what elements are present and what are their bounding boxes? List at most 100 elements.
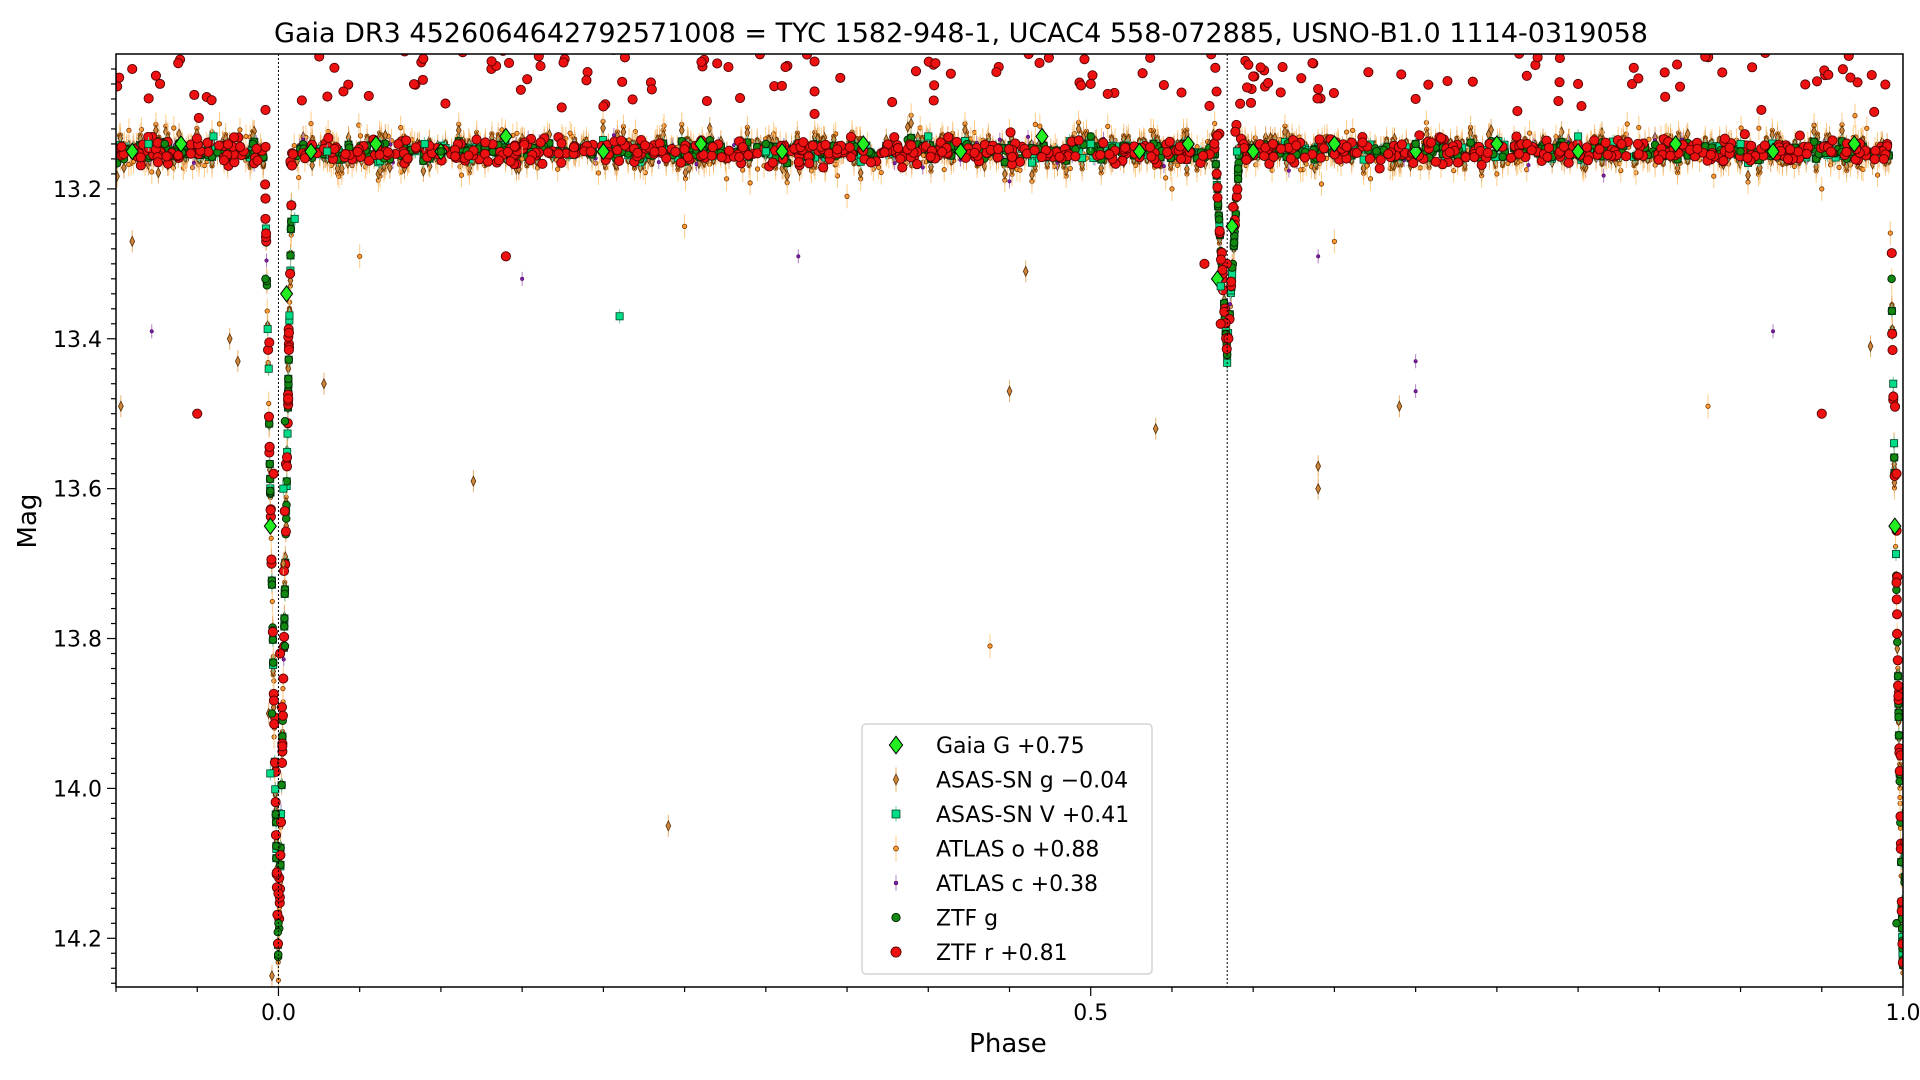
series-1-point-2	[226, 327, 233, 350]
legend-label-0: Gaia G +0.75	[936, 734, 1085, 759]
series-6-point-18	[1215, 318, 1226, 329]
y-tick-label-4: 14.0	[53, 777, 102, 802]
series-0-point-21	[1847, 135, 1861, 153]
x-axis: 0.0 0.5 1.0	[115, 987, 1920, 1026]
series-0-point-15	[1327, 135, 1342, 153]
series-4-point-6	[1413, 354, 1418, 369]
series-4-point-7	[1770, 324, 1776, 339]
series-3-point-9	[1705, 394, 1711, 419]
legend-marker-0	[888, 735, 904, 755]
series-2-point-15	[279, 481, 288, 496]
series-1-point-1	[129, 230, 136, 253]
x-tick-label-1: 0.5	[1073, 1001, 1108, 1026]
plot-data	[116, 54, 1903, 987]
x-axis-label: Phase	[969, 1029, 1047, 1059]
series-1-point-7	[1006, 380, 1013, 403]
series-4-point-5	[1413, 384, 1418, 399]
series-6-point-6	[809, 86, 820, 97]
series-5-point-7	[761, 139, 771, 149]
series-6-point-16	[283, 393, 294, 404]
series-6-point-12	[1816, 408, 1827, 419]
series-0-point-9	[856, 135, 870, 153]
series-6-point-8	[1085, 78, 1096, 90]
series-0-point-22	[263, 517, 277, 535]
series-0-point-25	[1225, 217, 1239, 236]
series-0-point-26	[1888, 517, 1902, 535]
series-1-point-11	[1315, 455, 1322, 478]
series-6-point-10	[1410, 93, 1421, 105]
series-1-point-10	[1315, 477, 1322, 500]
series-0-point-10	[954, 142, 968, 161]
series-6-point-17	[1199, 258, 1210, 269]
series-6-point-3	[500, 251, 511, 262]
series-0-point-17	[1490, 135, 1504, 153]
series-1-point-12	[1396, 395, 1403, 418]
series-0-point-0	[125, 142, 139, 161]
x-tick-label-0: 0.0	[261, 1001, 296, 1026]
series-2-point-2	[290, 211, 299, 226]
series-5-point-8	[1086, 132, 1095, 141]
series-3-point-0	[243, 124, 249, 149]
series-0-point-5	[499, 127, 513, 146]
series-5-point-2	[280, 641, 290, 651]
series-0-point-6	[596, 142, 610, 161]
series-2-point-11	[1574, 129, 1583, 144]
series-1-point-9	[1152, 417, 1159, 440]
series-6-point-7	[809, 108, 820, 120]
series-0-point-19	[1668, 135, 1683, 153]
series-0-point-20	[1766, 142, 1780, 161]
x-tick-label-2: 1.0	[1886, 1001, 1920, 1026]
y-tick-label-3: 13.8	[53, 628, 102, 653]
legend-box	[861, 723, 1153, 975]
series-0-point-23	[279, 284, 294, 303]
series-1-point-0	[118, 395, 124, 418]
series-5-point-11	[1892, 919, 1901, 928]
series-5-point-6	[436, 147, 446, 156]
series-3-point-4	[844, 184, 850, 209]
legend-marker-4	[893, 875, 899, 891]
series-3-point-10	[1819, 176, 1825, 201]
series-0-point-2	[304, 142, 318, 161]
series-6-point-11	[1573, 78, 1584, 90]
y-tick-label-0: 13.2	[53, 178, 102, 203]
series-5-point-12	[1887, 274, 1896, 284]
series-6-point-4	[598, 101, 609, 112]
legend-marker-5	[891, 912, 901, 923]
series-1-point-13	[1867, 335, 1874, 358]
y-tick-label-1: 13.4	[53, 328, 102, 353]
series-3-point-5	[987, 634, 993, 659]
legend-marker-1	[892, 767, 900, 792]
series-6-point-1	[192, 408, 203, 419]
series-3-point-6	[1169, 176, 1175, 201]
series-5-point-10	[1736, 147, 1745, 156]
series-2-point-4	[420, 136, 429, 151]
phase-reference-lines	[277, 54, 1228, 987]
series-5-point-5	[280, 416, 290, 426]
series-2-point-17	[1889, 376, 1898, 391]
chart-title: Gaia DR3 4526064642792571008 = TYC 1582-…	[274, 18, 1648, 49]
series-2-point-14	[266, 766, 275, 781]
series-0-point-14	[1246, 142, 1260, 161]
series-4-point-4	[1316, 249, 1321, 264]
series-3-point-8	[1494, 161, 1500, 186]
series-6-cloud	[116, 54, 1903, 968]
series-6-point-13	[260, 213, 271, 224]
series-0-point-18	[1571, 142, 1585, 161]
series-1-point-14	[269, 964, 275, 987]
series-0-points	[125, 127, 1902, 535]
series-4-point-3	[1007, 174, 1012, 189]
series-5-point-0	[160, 139, 169, 149]
series-3-point-7	[1331, 229, 1338, 254]
legend-label-4: ATLAS c +0.38	[936, 872, 1098, 897]
legend-label-3: ATLAS o +0.88	[936, 838, 1099, 863]
series-2-point-13	[264, 361, 273, 376]
series-3-points	[243, 124, 1825, 659]
series-4-point-0	[149, 324, 154, 339]
legend-label-5: ZTF g	[936, 907, 998, 932]
series-0-point-12	[1132, 142, 1147, 161]
series-1-point-16	[280, 552, 287, 575]
series-3-point-1	[357, 244, 363, 269]
legend: Gaia G +0.75 ASAS-SN g −0.04 ASAS-SN V +0.…	[861, 723, 1153, 975]
series-1-point-8	[1022, 260, 1029, 283]
series-4-points	[149, 174, 1776, 399]
